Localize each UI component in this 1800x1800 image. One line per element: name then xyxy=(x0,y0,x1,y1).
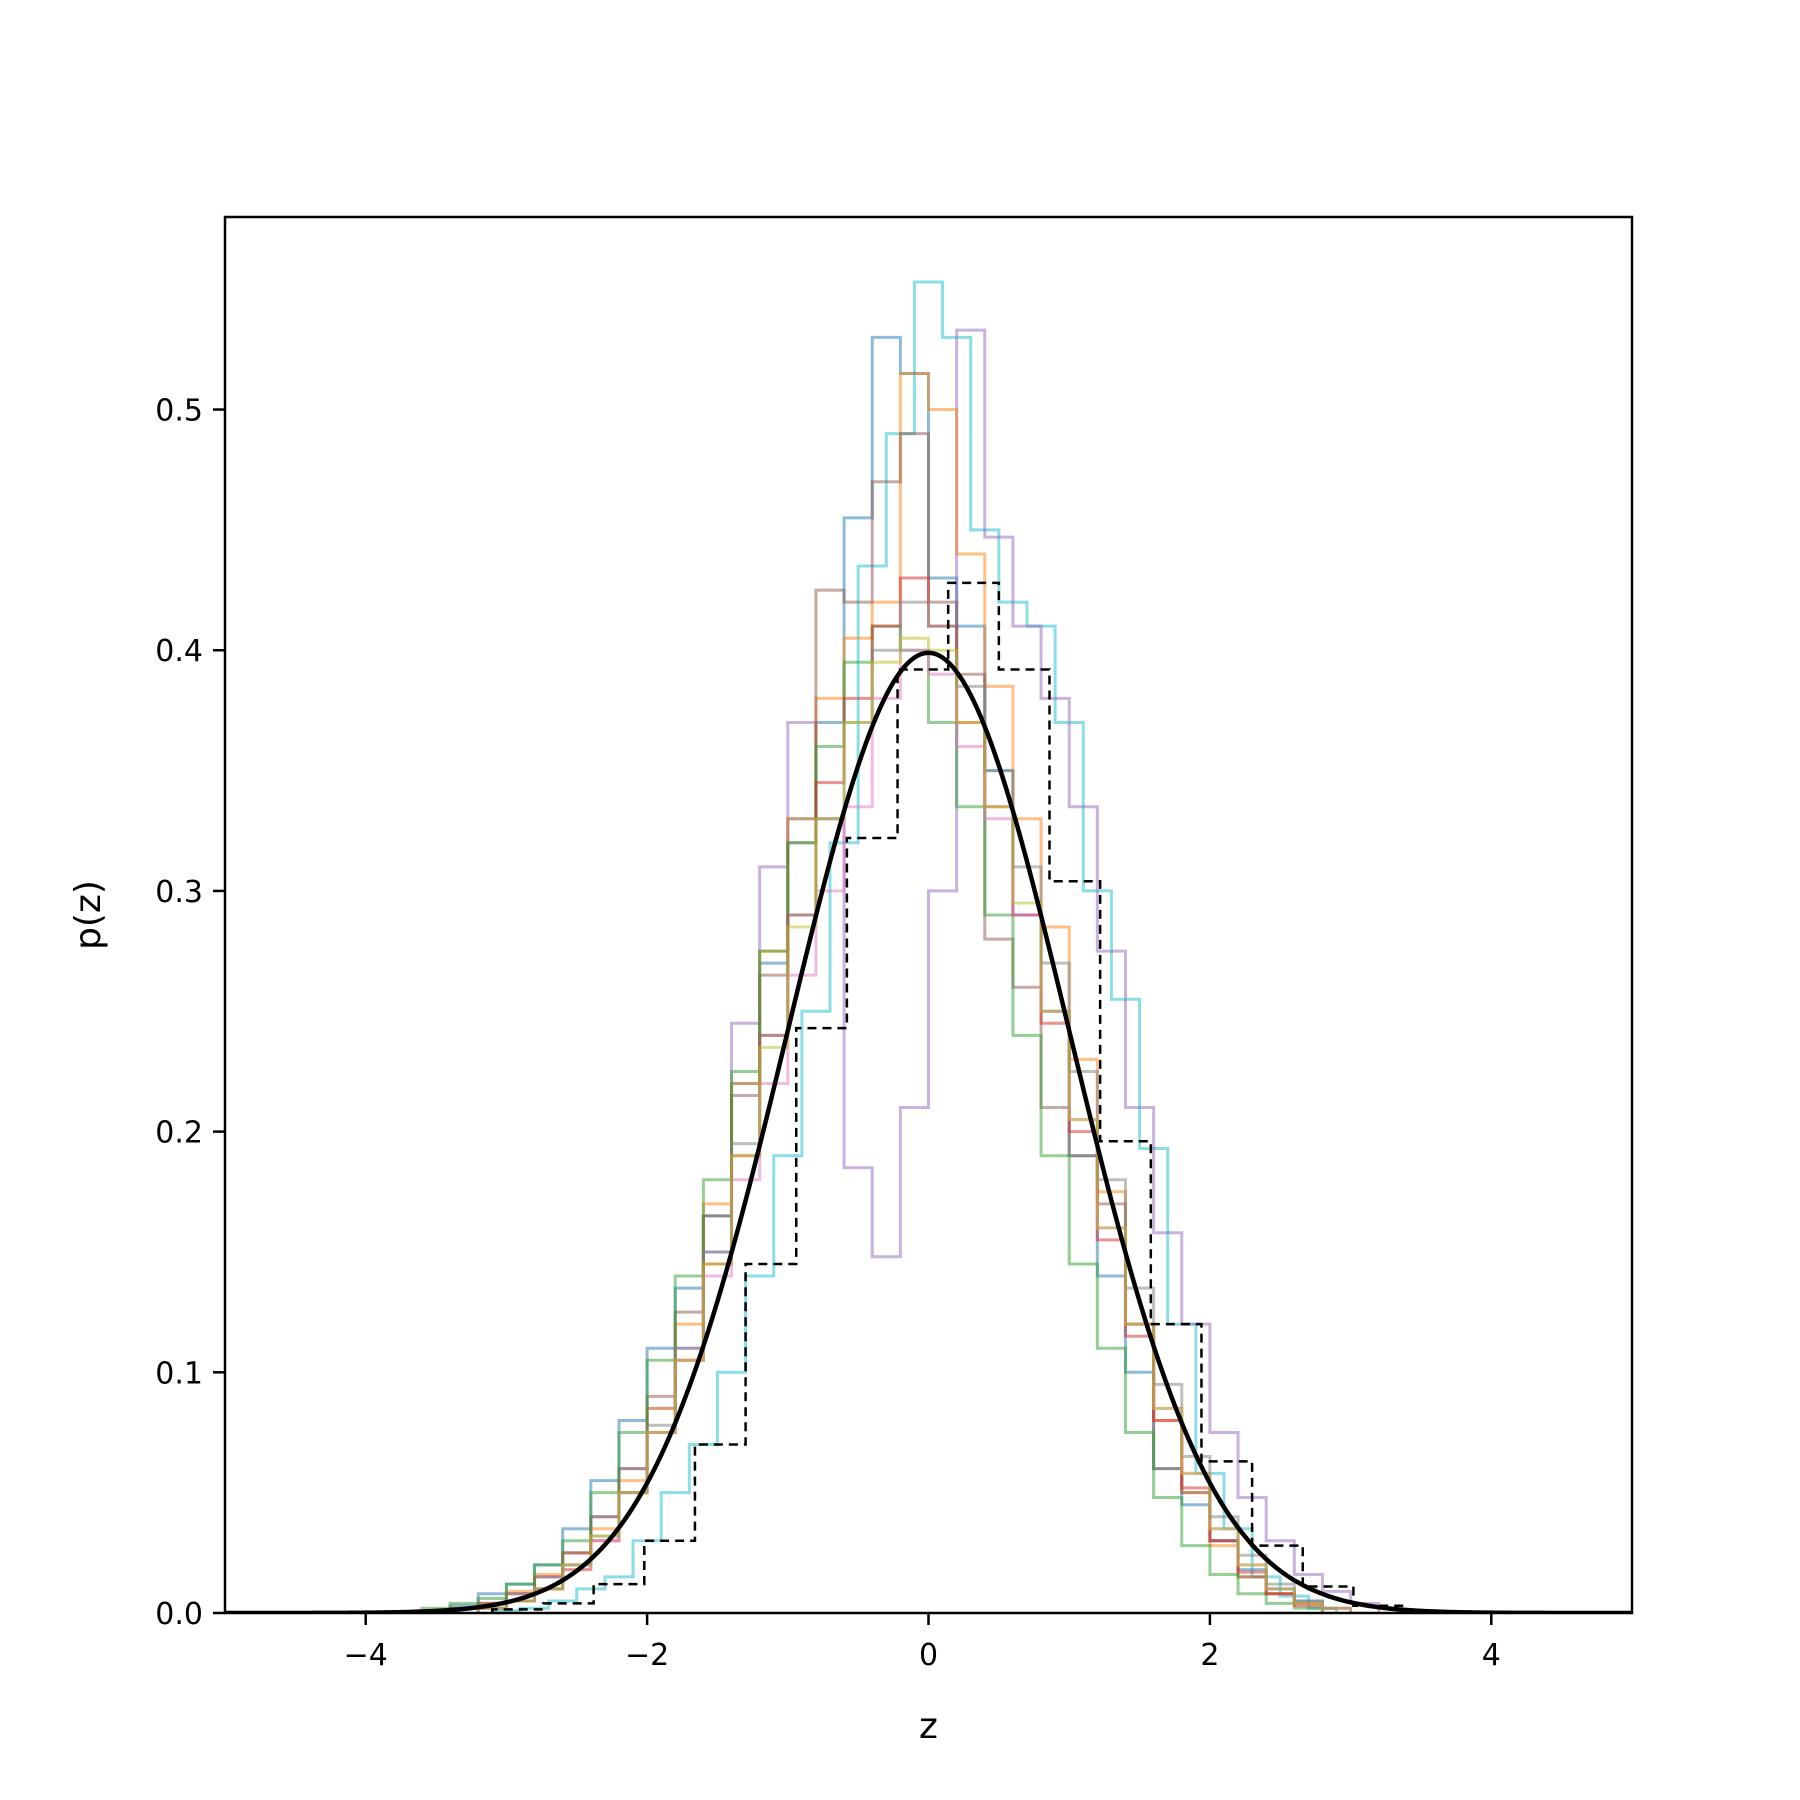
y-tick-label: 0.0 xyxy=(155,1597,203,1632)
histogram-series-layer xyxy=(420,280,1381,1613)
normal-curve-layer xyxy=(225,650,1632,1613)
histogram-series-4 xyxy=(448,371,1353,1613)
histogram-series-3 xyxy=(448,328,1381,1613)
y-tick-label: 0.3 xyxy=(155,875,203,910)
reference-histogram-layer xyxy=(491,581,1456,1613)
x-tick-label: 4 xyxy=(1482,1638,1501,1673)
histogram-series-5 xyxy=(448,432,1324,1613)
x-tick-label: −2 xyxy=(625,1638,669,1673)
y-tick-label: 0.4 xyxy=(155,634,203,669)
x-tick-label: 0 xyxy=(919,1638,938,1673)
y-tick-label: 0.2 xyxy=(155,1116,203,1151)
x-tick-label: 2 xyxy=(1200,1638,1219,1673)
y-tick-label: 0.1 xyxy=(155,1356,203,1391)
histogram-series-2 xyxy=(420,335,1353,1613)
x-axis-label: z xyxy=(919,1706,938,1747)
y-axis-label: p(z) xyxy=(68,880,109,950)
reference-histogram xyxy=(491,581,1456,1613)
y-axis: 0.0 0.1 0.2 0.3 0.4 0.5 xyxy=(155,394,225,1632)
histogram-series-1 xyxy=(490,280,1339,1613)
x-tick-label: −4 xyxy=(344,1638,388,1673)
y-tick-label: 0.5 xyxy=(155,394,203,429)
normal-pdf-curve xyxy=(225,650,1632,1613)
x-axis: −4 −2 0 2 4 xyxy=(344,1613,1501,1673)
